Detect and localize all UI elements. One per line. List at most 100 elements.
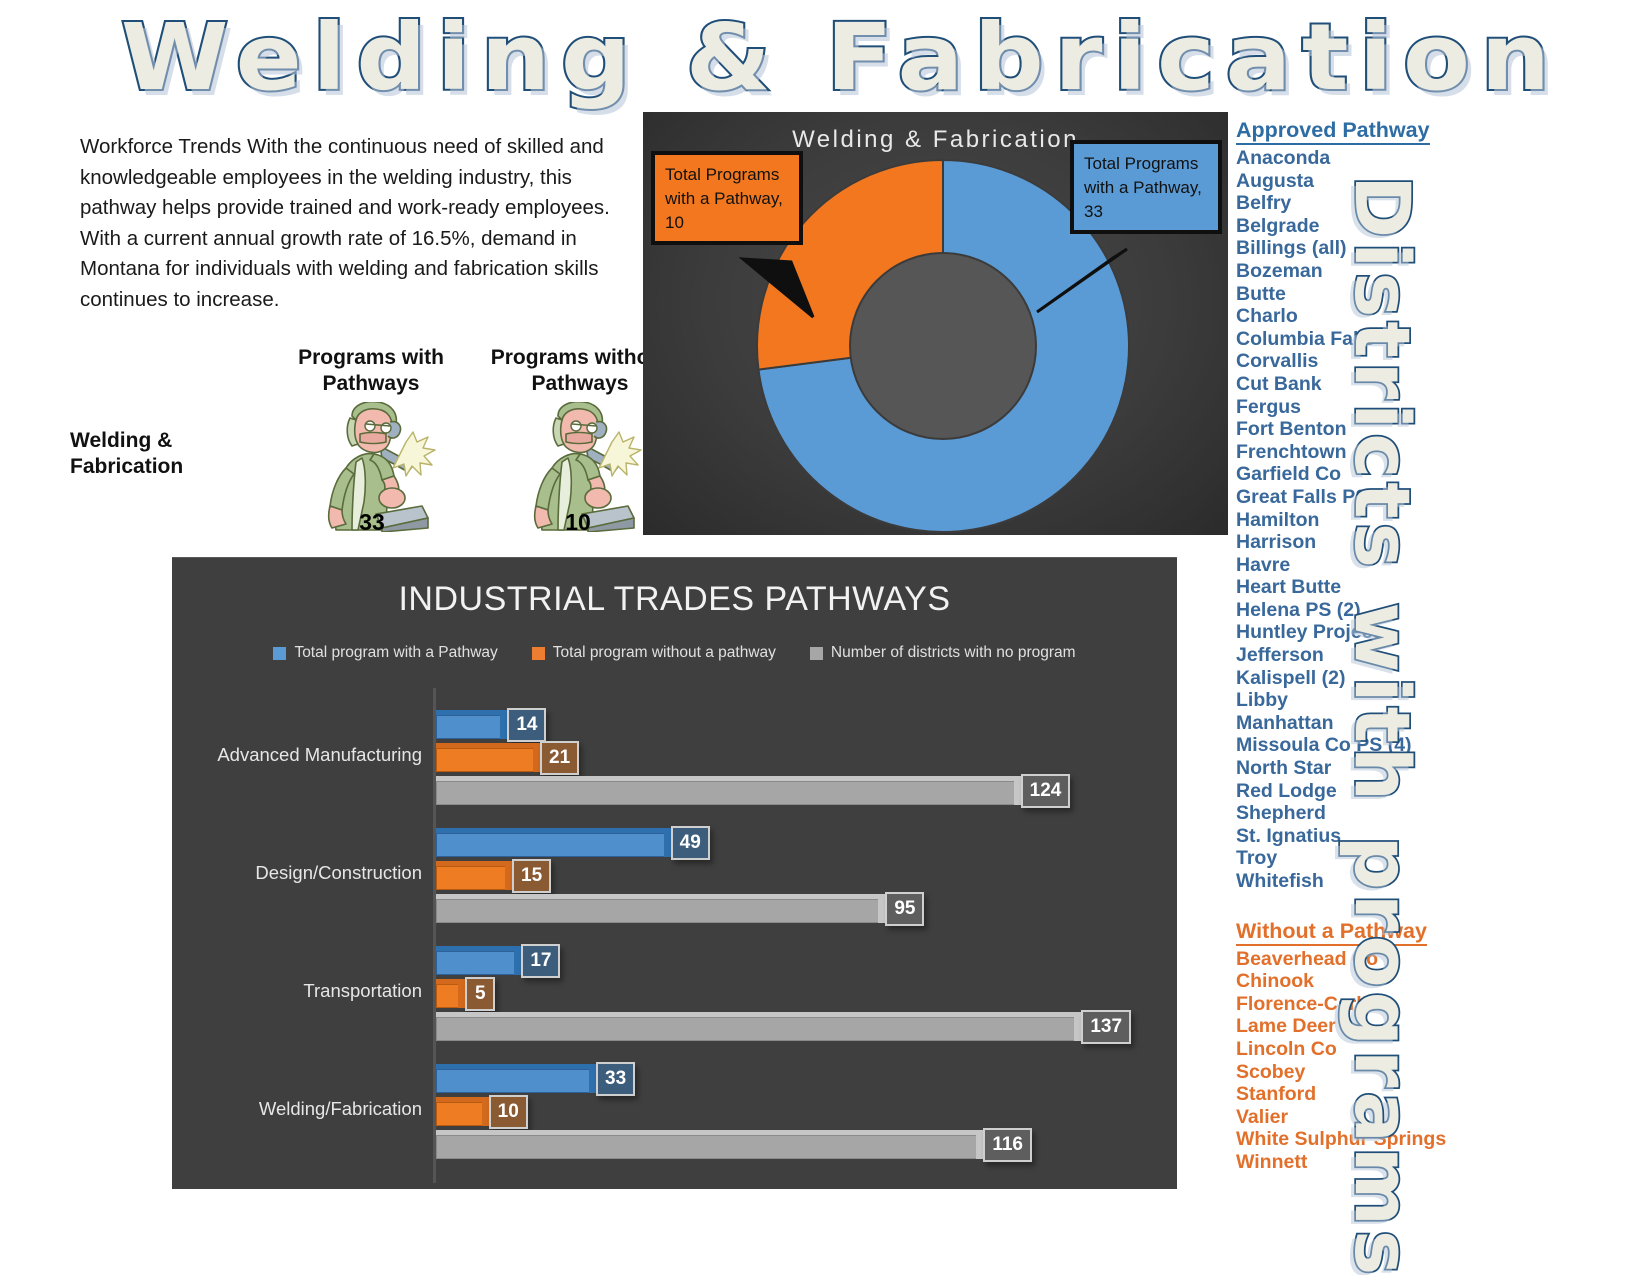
bar-end-cap [505,861,512,890]
bar-no-program [436,776,1021,805]
callout-without-pathway: Total Programs with a Pathway, 10 [651,151,803,245]
bar-data-label: 124 [1020,774,1071,808]
list-item: Red Lodge [1236,779,1337,802]
list-item: Huntley Project [1236,621,1380,644]
bar-body [436,1102,483,1126]
bar-top-bevel [436,1064,590,1070]
bar-data-label: 17 [521,944,561,978]
legend-swatch-blue [273,646,287,660]
bar-body [436,899,880,923]
bar-category-group: Design/Construction 49 15 95 [172,814,1177,932]
list-item: Bozeman [1236,259,1323,282]
bar-end-cap [1013,776,1021,805]
list-item: Havre [1236,553,1291,576]
list-item: Jefferson [1236,644,1324,667]
donut-chart-title: Welding & Fabrication [792,126,1079,153]
bar-body [436,951,516,975]
bar-top-bevel [436,861,506,867]
list-item: Libby [1236,689,1288,712]
bar-end-cap [976,1130,984,1159]
bar-body [436,781,1015,805]
bar-category-label: Transportation [303,980,422,1001]
list-item: North Star [1236,757,1332,780]
bar-chart-title: INDUSTRIAL TRADES PATHWAYS [398,580,951,618]
welder-icon [327,402,436,532]
legend-swatch-gray [809,646,823,660]
approved-pathway-header: Approved Pathway [1236,118,1430,145]
bar-top-bevel [436,776,1015,782]
list-item: Corvallis [1236,350,1319,373]
list-item: Butte [1236,282,1286,305]
page-title: Welding & Fabrication [119,2,1561,113]
bar-chart-panel: INDUSTRIAL TRADES PATHWAYS Total program… [172,557,1177,1189]
legend-swatch-orange [531,646,545,660]
bar-data-label: 137 [1081,1010,1132,1044]
welder-cell-without-pathways: 10 [508,402,648,535]
callout-left-tail [738,257,815,319]
list-item: Belfry [1236,192,1292,215]
matrix-col-header-with-pathways: Programs with Pathways [298,346,444,395]
bar-data-label: 95 [885,892,925,926]
bar-body [436,1135,978,1159]
without-pathway-header: Without a Pathway [1236,919,1427,946]
list-item: Hamilton [1236,508,1320,531]
bar-category-group: Welding/Fabrication 33 10 116 [172,1050,1177,1168]
bar-with-pathway [436,710,508,739]
bar-end-cap [514,946,522,975]
bar-data-label: 49 [670,826,710,860]
bar-body [436,866,506,890]
list-item: Kalispell (2) [1236,666,1346,689]
bar-no-program [436,1130,984,1159]
bar-end-cap [589,1064,596,1093]
bar-body [436,1017,1076,1041]
list-item: Garfield Co [1236,463,1342,486]
list-item: Stanford [1236,1083,1317,1106]
donut-chart-panel: Welding & Fabrication Total Programs wit… [643,112,1228,535]
bar-no-program [436,1012,1082,1041]
bar-top-bevel [436,894,880,900]
list-item: Cut Bank [1236,372,1322,395]
matrix-col-header-without-pathways: Programs without Pathways [490,346,670,395]
donut-chart [753,156,1133,536]
bar-top-bevel [436,743,534,749]
matrix-value-with-pathways: 33 [359,509,385,535]
bar-category-label: Advanced Manufacturing [217,744,422,765]
bar-top-bevel [436,979,460,985]
legend-item-no-program: Number of districts with no program [809,644,1076,662]
bar-data-label: 5 [465,977,496,1011]
bar-without-pathway [436,1097,489,1126]
matrix-value-without-pathways: 10 [565,509,591,535]
bar-top-bevel [436,1097,483,1103]
list-item: Florence-Carlton [1236,992,1393,1015]
bar-category-label: Design/Construction [255,862,422,883]
list-item: Great Falls PS [1236,485,1369,508]
legend-label-no-program: Number of districts with no program [830,644,1076,661]
side-title: Districts with programs [1336,173,1429,1275]
list-item: Scobey [1236,1060,1306,1083]
legend-label-without-pathway: Total program without a pathway [552,644,776,661]
bar-data-label: 33 [596,1062,636,1096]
list-item: Anaconda [1236,147,1331,169]
list-item: Beaverhead Co [1236,947,1378,970]
list-item: Frenchtown [1236,440,1347,463]
bar-category-group: Advanced Manufacturing 14 21 124 [172,696,1177,814]
legend-label-with-pathway: Total program with a Pathway [294,644,498,661]
bar-end-cap [500,710,508,739]
list-item: White Sulphur Springs [1236,1128,1447,1151]
list-item: Fergus [1236,395,1302,418]
list-item: Belgrade [1236,214,1320,237]
list-item: Heart Butte [1236,576,1342,599]
list-item: Charlo [1236,305,1298,328]
bar-data-label: 21 [540,741,580,775]
list-item: Helena PS (2) [1236,598,1361,621]
list-item: Harrison [1236,531,1317,554]
bar-top-bevel [436,946,516,952]
list-item: Missoula Co PS (4) [1236,734,1412,757]
bar-category-label: Welding/Fabrication [258,1098,422,1119]
bar-end-cap [663,828,671,857]
legend-item-with-pathway: Total program with a Pathway [273,644,498,662]
list-item: Troy [1236,847,1278,870]
matrix-row-header: Welding & Fabrication [70,429,184,478]
list-item: Billings (all) [1236,237,1347,260]
